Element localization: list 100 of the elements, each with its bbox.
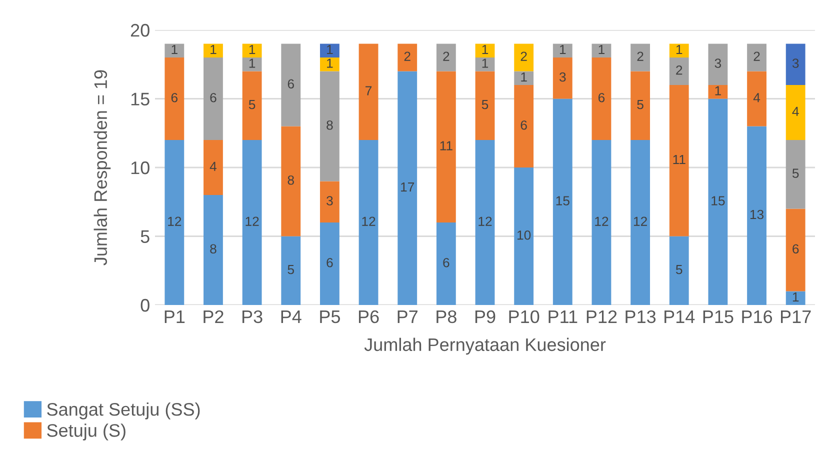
data-label: 1 [482,58,488,68]
data-label: 1 [598,44,604,54]
data-label: 12 [362,216,376,226]
data-label: 8 [288,175,294,185]
data-label: 12 [634,216,647,226]
x-tick-label: P11 [548,310,578,323]
bar [514,85,534,168]
bar [164,58,184,140]
bar [786,208,806,292]
data-label: 6 [326,258,333,268]
bar [708,98,728,305]
x-tick-label: P12 [586,310,617,323]
data-label: 6 [598,92,605,102]
x-tick-label: P6 [358,310,379,324]
data-label: 6 [520,120,527,130]
data-label: 4 [753,93,760,102]
bar [786,140,806,209]
y-tick-label: 10 [131,161,150,174]
x-axis-title: Jumlah Pernyataan Kuesioner [364,338,606,355]
bar [592,140,612,305]
data-label: 6 [792,244,799,254]
data-label: 5 [248,100,256,110]
y-tick-label: 5 [140,230,150,243]
bar [320,222,340,305]
data-label: 12 [168,216,182,226]
data-label: 3 [714,58,722,68]
data-label: 17 [401,182,414,192]
x-tick-label: P1 [164,310,185,323]
x-tick-label: P13 [626,310,656,324]
data-label: 5 [637,100,644,110]
data-label: 1 [521,72,527,82]
data-label: 3 [792,58,799,68]
data-label: 5 [482,100,488,110]
bar [514,168,534,305]
data-label: 5 [288,264,294,274]
data-label: 2 [637,52,644,61]
bar [592,58,612,140]
data-label: 1 [560,44,566,54]
bar [436,71,456,222]
data-label: 1 [482,44,488,54]
data-label: 3 [559,72,566,82]
bar [475,71,495,140]
x-tick-label: P15 [703,310,734,324]
x-tick-label: P16 [742,310,772,324]
x-tick-label: P7 [398,310,418,323]
data-label: 12 [246,216,259,226]
y-axis-title: Jumlah Responden = 19 [94,70,111,266]
data-label: 1 [715,86,721,96]
data-label: 1 [249,44,256,54]
data-label: 15 [556,196,570,206]
bar [204,140,223,195]
bar [281,126,301,236]
data-label: 5 [676,264,682,274]
data-label: 6 [210,92,216,102]
y-tick-label: 15 [131,92,150,106]
data-label: 13 [750,210,764,220]
bar [358,140,378,305]
bar [320,181,340,222]
data-label: 6 [288,79,294,89]
bar [786,44,806,85]
data-label: 8 [210,244,216,254]
legend-label: Setuju (S) [47,424,126,440]
bar [320,71,340,182]
data-label: 4 [210,162,217,171]
bar [669,85,689,236]
data-label: 2 [520,52,527,61]
bar [747,126,766,305]
data-label: 1 [327,44,333,54]
bar [281,44,301,126]
x-tick-label: P5 [320,310,340,324]
data-label: 11 [440,141,452,150]
data-label: 2 [404,52,410,61]
bar [630,140,650,305]
x-tick-label: P3 [242,310,262,324]
bar [164,140,184,305]
x-tick-label: P17 [781,310,811,323]
data-label: 2 [676,65,682,75]
data-label: 1 [172,44,178,54]
legend-label: Sangat Setuju (SS) [47,402,200,420]
data-label: 12 [478,216,492,226]
data-label: 6 [443,258,450,268]
bar [552,98,572,305]
x-tick-label: P14 [664,310,695,323]
bar [204,195,223,305]
x-tick-label: P10 [509,310,540,324]
data-label: 1 [792,292,799,302]
data-label: 1 [327,58,333,68]
bar [398,71,418,305]
data-label: 1 [676,44,682,54]
bar [669,236,689,305]
data-label: 2 [443,52,450,61]
x-tick-label: P8 [436,310,456,324]
x-tick-label: P2 [204,310,224,323]
data-label: 12 [595,216,608,226]
data-label: 10 [517,230,531,240]
bar [358,44,378,140]
data-label: 3 [326,196,333,206]
bar [552,58,572,99]
data-label: 11 [673,154,686,164]
bar [242,71,262,140]
